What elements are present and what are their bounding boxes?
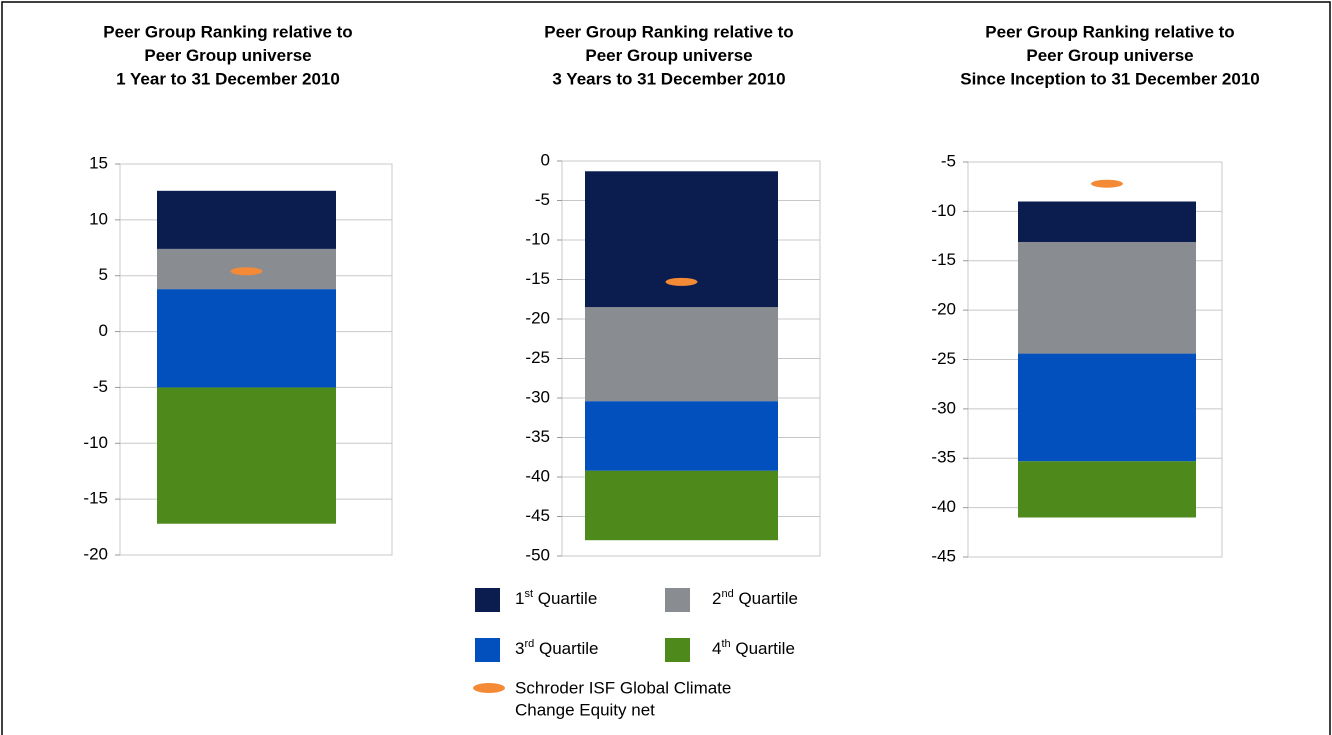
- chart-title: Peer Group Ranking relative to: [985, 22, 1234, 41]
- quartile-segment: [157, 190, 336, 249]
- y-tick-label: -20: [931, 300, 956, 319]
- legend-fund-label: Change Equity net: [515, 700, 655, 719]
- chart-title: Peer Group universe: [1026, 46, 1193, 65]
- quartile-segment: [157, 289, 336, 388]
- y-tick-label: -25: [525, 348, 550, 367]
- y-tick-label: -5: [535, 190, 550, 209]
- y-tick-label: -40: [931, 497, 956, 516]
- legend-swatch: [475, 588, 500, 612]
- y-tick-label: 5: [99, 265, 108, 284]
- fund-marker: [230, 267, 263, 276]
- quartile-segment: [1018, 241, 1196, 354]
- legend-swatch: [665, 638, 690, 662]
- chart-title: Since Inception to 31 December 2010: [960, 69, 1260, 88]
- legend-label: 4th Quartile: [712, 638, 795, 659]
- y-tick-label: -20: [83, 544, 108, 563]
- quartile-segment: [1018, 461, 1196, 518]
- legend-label: 1st Quartile: [515, 588, 597, 609]
- legend-label: 3rd Quartile: [515, 638, 599, 659]
- y-tick-label: 0: [99, 321, 108, 340]
- y-tick-label: 15: [89, 153, 108, 172]
- y-tick-label: 10: [89, 209, 108, 228]
- y-tick-label: -50: [525, 545, 550, 564]
- y-tick-label: -45: [525, 506, 550, 525]
- chart-title: Peer Group universe: [585, 46, 752, 65]
- chart-title: 3 Years to 31 December 2010: [552, 69, 785, 88]
- legend-fund-marker: [473, 683, 505, 693]
- y-tick-label: 0: [541, 150, 550, 169]
- quartile-segment: [585, 171, 778, 308]
- y-tick-label: -35: [525, 427, 550, 446]
- legend-swatch: [475, 638, 500, 662]
- y-tick-label: -10: [931, 201, 956, 220]
- quartile-segment: [585, 470, 778, 541]
- chart-title: Peer Group Ranking relative to: [103, 22, 352, 41]
- legend-swatch: [665, 588, 690, 612]
- chart-title: Peer Group Ranking relative to: [544, 22, 793, 41]
- fund-marker: [665, 277, 698, 286]
- y-tick-label: -15: [83, 489, 108, 508]
- quartile-segment: [157, 387, 336, 524]
- chart-title: 1 Year to 31 December 2010: [116, 69, 340, 88]
- y-tick-label: -15: [931, 250, 956, 269]
- quartile-segment: [585, 307, 778, 402]
- y-tick-label: -5: [93, 377, 108, 396]
- quartile-segment: [1018, 353, 1196, 462]
- legend-fund-label: Schroder ISF Global Climate: [515, 678, 731, 697]
- y-tick-label: -15: [525, 269, 550, 288]
- quartile-segment: [1018, 201, 1196, 242]
- y-tick-label: -25: [931, 349, 956, 368]
- chart-title: Peer Group universe: [144, 46, 311, 65]
- y-tick-label: -10: [525, 229, 550, 248]
- y-tick-label: -20: [525, 308, 550, 327]
- y-tick-label: -40: [525, 466, 550, 485]
- y-tick-label: -5: [941, 151, 956, 170]
- quartile-segment: [585, 401, 778, 471]
- fund-marker: [1091, 179, 1123, 188]
- legend-label: 2nd Quartile: [712, 588, 798, 609]
- y-tick-label: -35: [931, 448, 956, 467]
- y-tick-label: -45: [931, 546, 956, 565]
- y-tick-label: -30: [525, 387, 550, 406]
- y-tick-label: -30: [931, 398, 956, 417]
- y-tick-label: -10: [83, 433, 108, 452]
